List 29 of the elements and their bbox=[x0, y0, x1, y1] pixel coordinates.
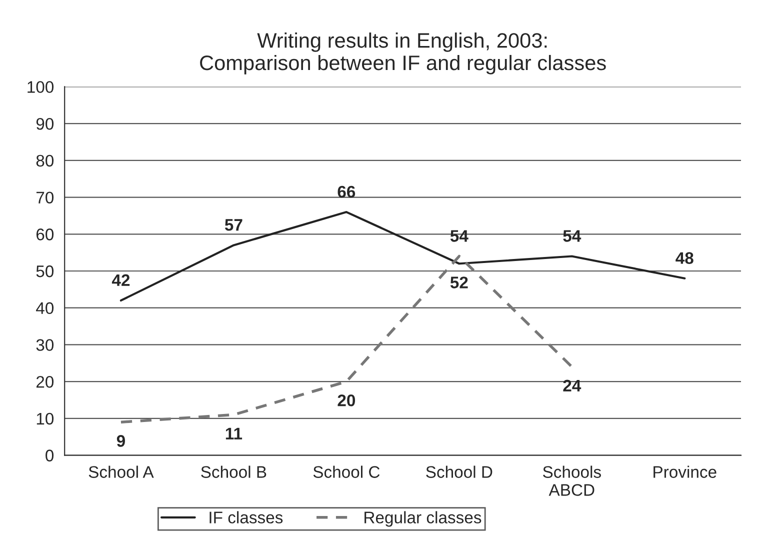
data-label: 11 bbox=[226, 428, 242, 440]
y-tick-label: 10 bbox=[36, 412, 54, 425]
y-tick-label: 80 bbox=[36, 154, 54, 167]
data-label: 48 bbox=[676, 252, 694, 264]
data-label: 9 bbox=[116, 435, 125, 447]
data-label: 52 bbox=[450, 276, 468, 288]
y-tick-label: 20 bbox=[36, 376, 54, 388]
data-label: 20 bbox=[338, 394, 356, 406]
y-tick-label: 60 bbox=[36, 228, 54, 240]
legend-label: IF classes bbox=[210, 511, 283, 524]
data-label: 66 bbox=[338, 186, 356, 198]
x-tick-label: School A bbox=[88, 466, 154, 478]
x-tick-label: School D bbox=[426, 466, 492, 478]
y-tick-label: 40 bbox=[36, 302, 54, 314]
y-tick-label: 90 bbox=[36, 118, 54, 130]
y-tick-label: 30 bbox=[36, 339, 54, 351]
data-label: 24 bbox=[563, 380, 582, 392]
data-label: 57 bbox=[224, 219, 242, 231]
x-tick-label: School C bbox=[313, 466, 380, 478]
y-tick-label: 50 bbox=[36, 265, 54, 278]
x-tick-label: Schools ABCD bbox=[543, 466, 601, 496]
x-tick-label: Province bbox=[654, 466, 716, 478]
legend-label: Regular classes bbox=[364, 511, 482, 527]
data-label: 42 bbox=[112, 274, 130, 286]
x-tick-label: School B bbox=[201, 466, 266, 478]
y-tick-label: 70 bbox=[36, 192, 54, 204]
y-tick-label: 0 bbox=[46, 450, 54, 462]
chart-title: Writing results in English, 2003: Comparison between IF and regular classes bbox=[200, 32, 606, 74]
y-tick-label: 100 bbox=[28, 81, 54, 93]
